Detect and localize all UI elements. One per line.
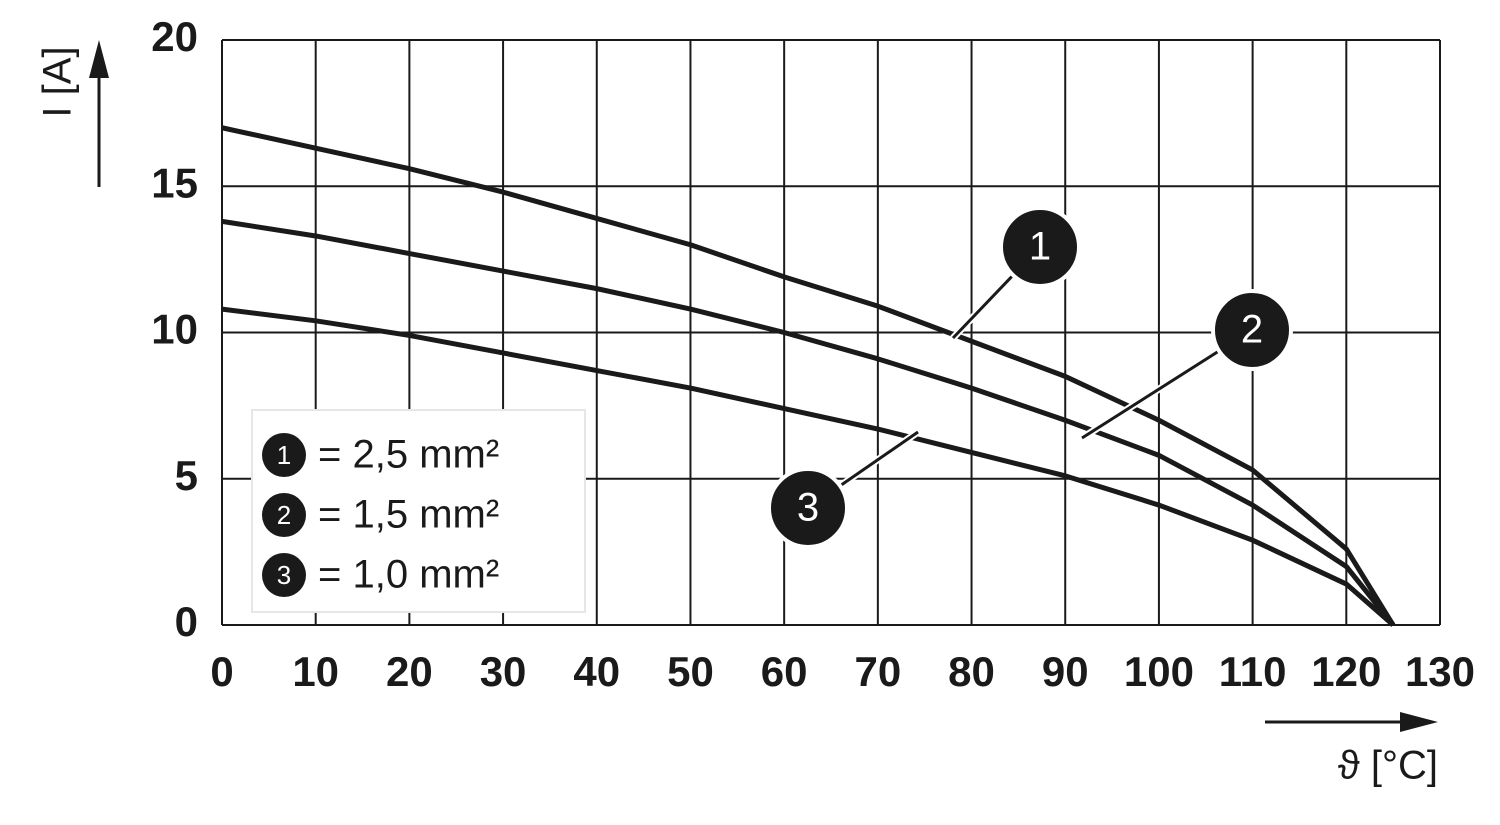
y-axis-arrowhead: [89, 40, 109, 78]
legend-label: = 2,5 mm²: [318, 433, 499, 477]
legend-marker: [262, 553, 306, 597]
x-tick-label: 100: [1124, 648, 1194, 695]
y-tick-label: 5: [175, 452, 198, 499]
x-tick-label: 0: [210, 648, 233, 695]
legend-label: = 1,0 mm²: [318, 553, 499, 597]
x-tick-label: 30: [480, 648, 527, 695]
curve: [221, 306, 1395, 627]
grid: [221, 39, 1441, 626]
callout-circle: [999, 206, 1081, 288]
legend-label: = 1,5 mm²: [318, 493, 499, 537]
x-tick-label: 40: [573, 648, 620, 695]
legend-marker-label: 2: [277, 500, 291, 530]
curve: [221, 125, 1396, 627]
y-tick-label: 0: [175, 598, 198, 645]
x-tick-label: 20: [386, 648, 433, 695]
callout-circle: [767, 467, 849, 549]
legend-marker-label: 3: [277, 560, 291, 590]
legend-box: [251, 409, 586, 613]
legend-marker: [262, 493, 306, 537]
y-tick-label: 20: [151, 13, 198, 60]
x-tick-label: 60: [761, 648, 808, 695]
callout-label: 3: [797, 486, 819, 530]
legend-marker: [262, 433, 306, 477]
curve: [221, 218, 1396, 627]
x-tick-label: 120: [1311, 648, 1381, 695]
callout-label: 2: [1241, 308, 1263, 352]
x-tick-label: 10: [292, 648, 339, 695]
x-tick-label: 110: [1219, 648, 1287, 695]
x-tick-label: 50: [667, 648, 714, 695]
y-tick-label: 15: [151, 159, 198, 206]
callout-circle: [1211, 289, 1293, 371]
x-tick-label: 90: [1042, 648, 1089, 695]
x-tick-label: 130: [1405, 648, 1475, 695]
x-axis-label: ϑ [°C]: [1338, 744, 1438, 788]
curves: [221, 125, 1396, 627]
x-axis-arrowhead: [1400, 712, 1438, 732]
legend-marker-label: 1: [277, 440, 291, 470]
x-tick-label: 70: [854, 648, 901, 695]
y-tick-label: 10: [151, 306, 198, 353]
x-tick-label: 80: [948, 648, 995, 695]
y-axis-label: I [A]: [36, 46, 80, 117]
callout-label: 1: [1029, 225, 1051, 269]
